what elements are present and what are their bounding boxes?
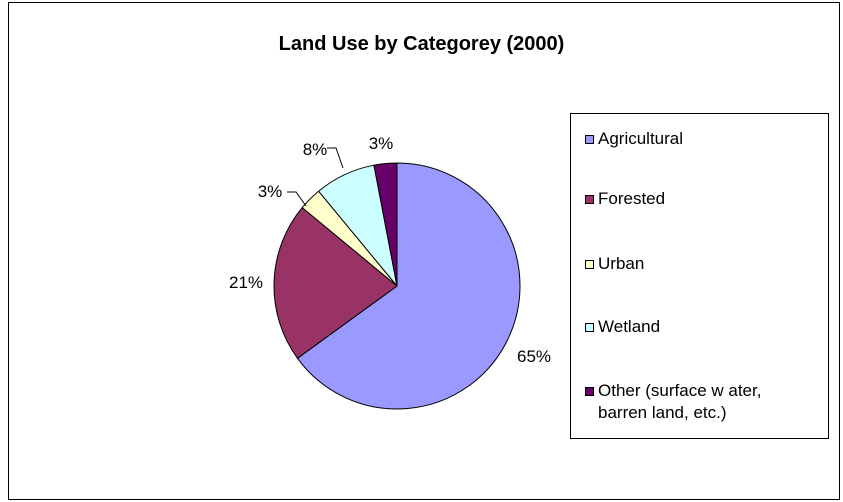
legend: Agricultural Forested Urban Wetland Othe… [570, 113, 829, 439]
legend-label: Agricultural [598, 129, 684, 148]
pie-slice-agricultural [296, 162, 521, 410]
chart-title: Land Use by Categorey (2000) [278, 33, 565, 55]
data-label: 3% [258, 182, 283, 201]
data-label: 65% [517, 347, 551, 366]
leader-line [287, 191, 307, 207]
legend-swatch [585, 135, 594, 144]
legend-swatch [585, 387, 594, 396]
legend-label: Forested [598, 189, 666, 208]
legend-label: Wetland [598, 317, 661, 336]
data-label: 8% [303, 140, 328, 159]
data-label: 21% [229, 273, 263, 292]
legend-swatch [585, 195, 594, 204]
pie-slice-other [373, 162, 398, 287]
leader-line [327, 147, 344, 169]
legend-swatch [585, 260, 594, 269]
legend-label: Urban [598, 254, 645, 273]
pie-slice-forested [273, 206, 398, 359]
data-label: 3% [369, 134, 394, 153]
legend-label: Other (surface w ater, barren land, etc.… [598, 381, 762, 422]
legend-swatch [585, 323, 594, 332]
